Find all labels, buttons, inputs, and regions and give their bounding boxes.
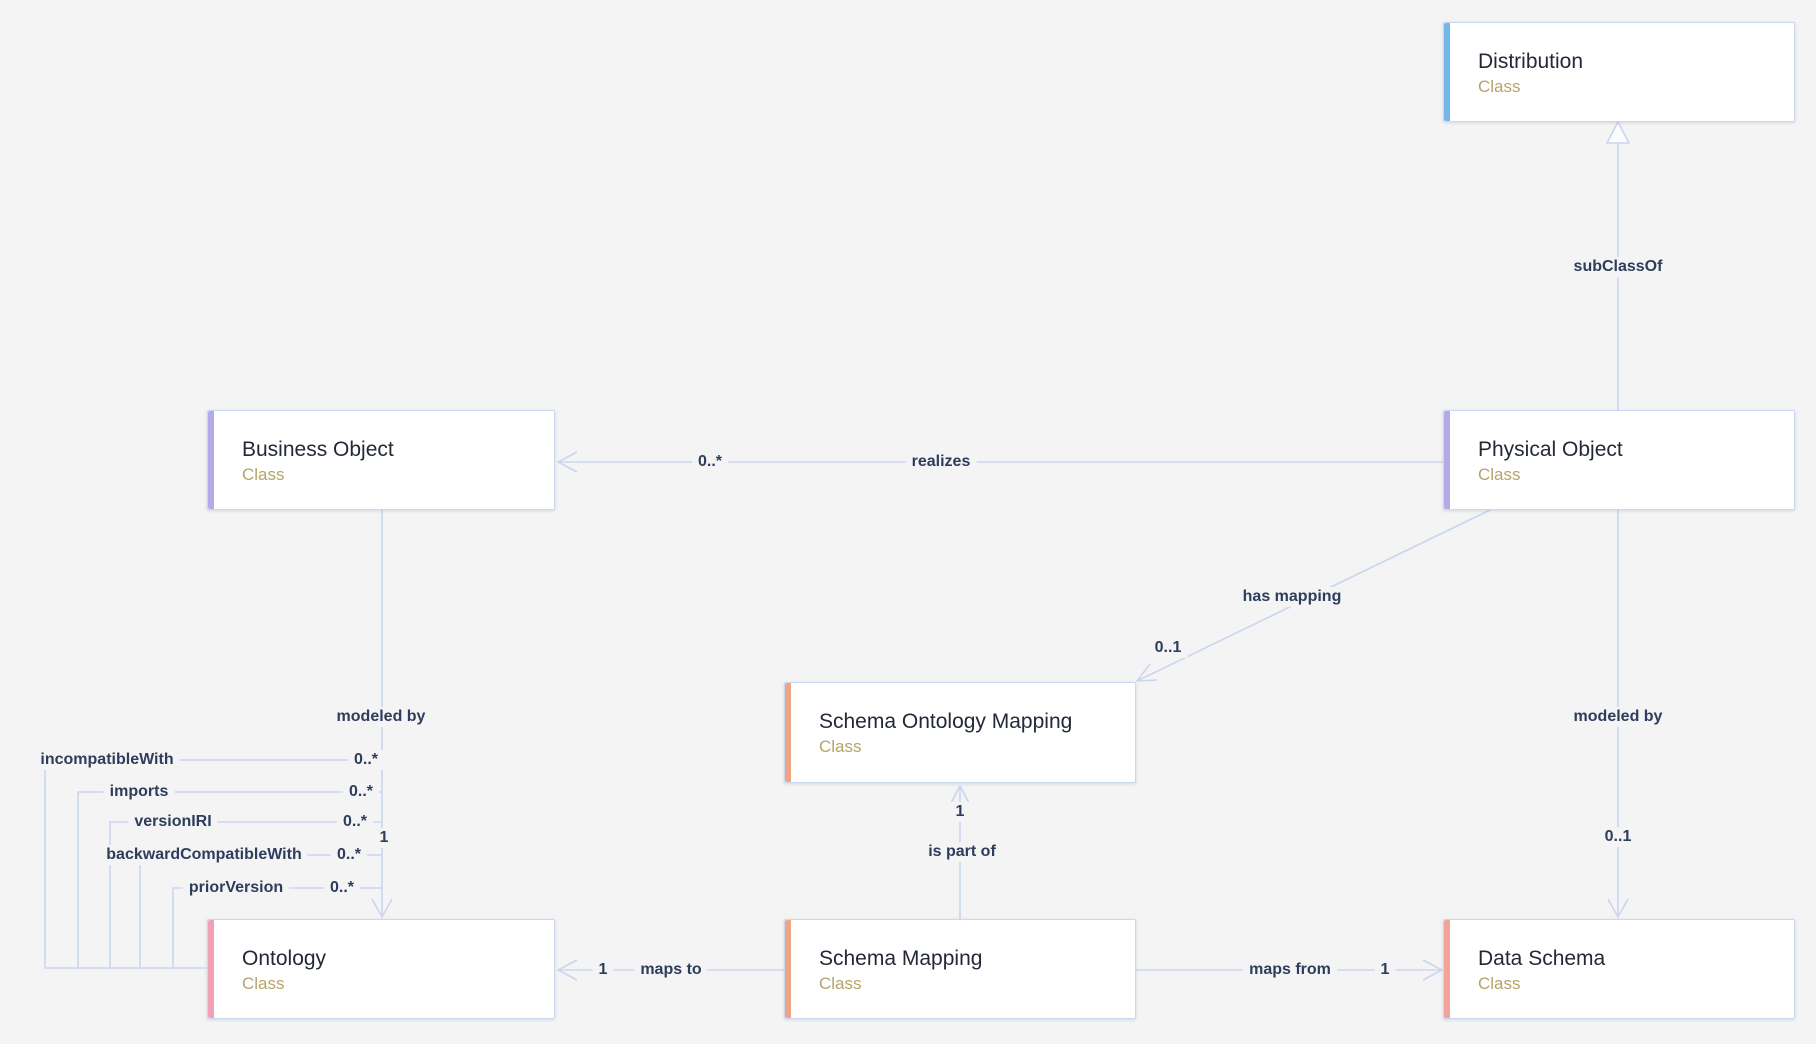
edge-label-modeled-by-left: modeled by <box>330 707 432 727</box>
node-type-label: Class <box>1478 77 1521 96</box>
node-accent-bar <box>1444 920 1450 1018</box>
node-type-label: Class <box>819 737 862 756</box>
node-type-label: Class <box>1478 465 1521 484</box>
node-schema-mapping[interactable]: Schema Mapping Class <box>784 919 1136 1019</box>
edge-label-is-part-of: is part of <box>922 842 1002 862</box>
node-accent-bar <box>208 411 214 509</box>
edge-label-modeled-by-right: modeled by <box>1567 707 1669 727</box>
edge-label-maps-to: maps to <box>634 960 708 980</box>
node-title: Ontology <box>242 947 327 970</box>
node-title: Schema Ontology Mapping <box>819 710 1073 733</box>
node-schema-ontology-mapping[interactable]: Schema Ontology Mapping Class <box>784 682 1136 783</box>
edge-mult-realizes: 0..* <box>691 452 729 472</box>
edge-label-versioniri: versionIRI <box>128 812 218 832</box>
node-ontology[interactable]: Ontology Class <box>207 919 555 1019</box>
edge-label-imports: imports <box>103 782 175 802</box>
edge-realizes <box>556 451 1443 473</box>
node-type-label: Class <box>242 465 285 484</box>
node-title: Business Object <box>242 438 394 461</box>
edge-label-incompatiblewith: incompatibleWith <box>34 750 180 770</box>
edge-label-maps-from: maps from <box>1243 960 1337 980</box>
node-accent-bar <box>785 683 791 782</box>
edge-mult-maps-to: 1 <box>592 960 614 980</box>
edge-mult-is-part-of: 1 <box>949 802 971 822</box>
node-type-label: Class <box>242 974 285 993</box>
node-title: Distribution <box>1478 50 1584 73</box>
edge-label-has-mapping: has mapping <box>1236 587 1348 607</box>
node-accent-bar <box>785 920 791 1018</box>
edge-mult-imports: 0..* <box>342 782 380 802</box>
edge-mult-modeled-by-right: 0..1 <box>1598 827 1638 847</box>
node-title: Schema Mapping <box>819 947 983 970</box>
edge-mult-versioniri: 0..* <box>336 812 374 832</box>
edge-mult-has-mapping: 0..1 <box>1148 638 1188 658</box>
edge-label-backwardcompatiblewith: backwardCompatibleWith <box>100 845 308 865</box>
node-accent-bar <box>208 920 214 1018</box>
edge-mult-modeled-by-left: 1 <box>373 828 395 848</box>
node-data-schema[interactable]: Data Schema Class <box>1443 919 1795 1019</box>
node-type-label: Class <box>1478 974 1521 993</box>
node-title: Data Schema <box>1478 947 1606 970</box>
edge-label-priorversion: priorVersion <box>182 878 290 898</box>
node-business-object[interactable]: Business Object Class <box>207 410 555 510</box>
edge-mult-incompatiblewith: 0..* <box>347 750 385 770</box>
node-accent-bar <box>1444 411 1450 509</box>
edge-mult-priorversion: 0..* <box>323 878 361 898</box>
node-accent-bar <box>1444 23 1450 121</box>
edge-label-realizes: realizes <box>905 452 977 472</box>
edge-mult-maps-from: 1 <box>1374 960 1396 980</box>
edge-label-subclassof: subClassOf <box>1567 257 1669 277</box>
node-type-label: Class <box>819 974 862 993</box>
node-title: Physical Object <box>1478 438 1623 461</box>
node-physical-object[interactable]: Physical Object Class <box>1443 410 1795 510</box>
edge-mult-backwardcompatiblewith: 0..* <box>330 845 368 865</box>
node-distribution[interactable]: Distribution Class <box>1443 22 1795 122</box>
